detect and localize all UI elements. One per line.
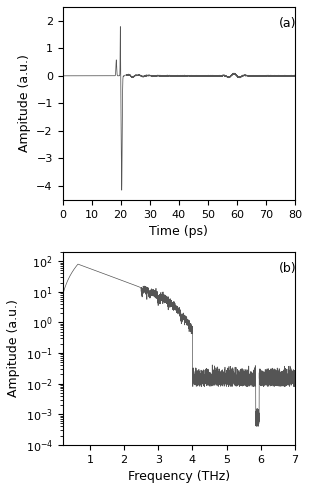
- Y-axis label: Ampitude (a.u.): Ampitude (a.u.): [18, 54, 31, 152]
- Text: (b): (b): [279, 262, 296, 274]
- X-axis label: Frequency (THz): Frequency (THz): [128, 470, 230, 483]
- Y-axis label: Ampitude (a.u.): Ampitude (a.u.): [7, 299, 20, 397]
- X-axis label: Time (ps): Time (ps): [149, 225, 208, 238]
- Text: (a): (a): [279, 17, 296, 29]
